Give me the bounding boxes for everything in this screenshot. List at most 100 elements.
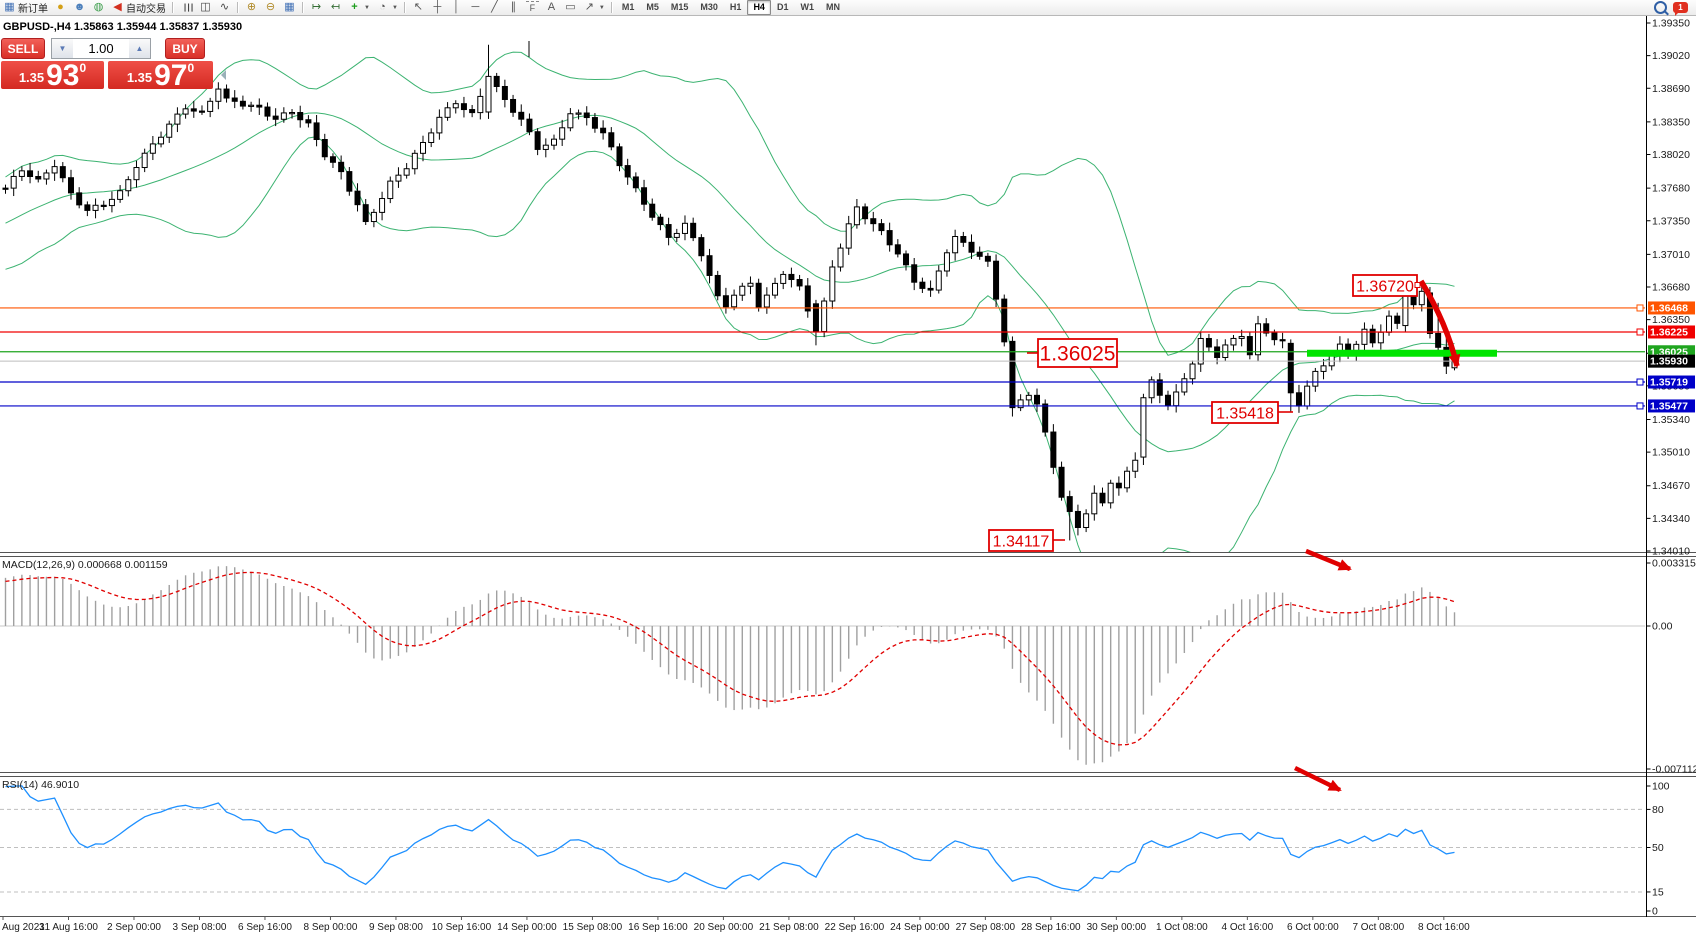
macd-down-arrow[interactable] bbox=[1305, 548, 1352, 572]
crosshair-icon: ┼ bbox=[433, 1, 442, 13]
candle-body-bull bbox=[575, 112, 582, 115]
price-badges: 1.364681.362251.360251.357191.354771.359… bbox=[1648, 301, 1695, 413]
zoom-in-button[interactable]: ⊕ bbox=[242, 1, 261, 14]
bar-chart-button[interactable]: ☰ bbox=[177, 1, 196, 14]
candle-body-bear bbox=[198, 110, 205, 113]
time-tick-label: 2 Sep 00:00 bbox=[107, 922, 161, 933]
annotation-box[interactable] bbox=[1037, 338, 1118, 368]
time-tick-label: 6 Oct 00:00 bbox=[1287, 922, 1339, 933]
auto-trading-button-label: 自动交易 bbox=[126, 4, 166, 15]
candle bbox=[1230, 334, 1237, 351]
line-chart-button[interactable]: ∿ bbox=[215, 1, 234, 14]
rsi-tick-label: 100 bbox=[1652, 781, 1670, 793]
auto-trading-button[interactable]: ◀ 自动交易 bbox=[108, 1, 169, 15]
crosshair-button[interactable]: ┼ bbox=[428, 1, 447, 14]
annotation-handle[interactable] bbox=[1414, 282, 1421, 288]
candle bbox=[886, 222, 893, 252]
price-annotation[interactable]: 1.36025 bbox=[1027, 338, 1118, 368]
trendline-button[interactable]: ╱ bbox=[485, 1, 504, 14]
buy-button[interactable]: BUY bbox=[165, 38, 205, 59]
timeframe-d1[interactable]: D1 bbox=[776, 2, 789, 12]
price-down-arrow[interactable] bbox=[1418, 279, 1461, 368]
candle bbox=[927, 280, 934, 297]
notifications-icon[interactable]: 1 bbox=[1673, 2, 1688, 16]
candle-body-bull bbox=[117, 190, 124, 200]
candle bbox=[1001, 294, 1008, 347]
timeframe-w1[interactable]: W1 bbox=[800, 2, 814, 12]
hline-handle[interactable] bbox=[1636, 378, 1644, 386]
candle-body-bear bbox=[804, 285, 811, 312]
timeframe-m5[interactable]: M5 bbox=[646, 2, 659, 12]
candle bbox=[960, 231, 967, 247]
candle-body-bull bbox=[141, 152, 148, 169]
deposit-icon[interactable]: ● bbox=[51, 1, 70, 14]
new-order-button[interactable]: ▦ 新订单 bbox=[0, 1, 51, 15]
timeframe-mn[interactable]: MN bbox=[825, 2, 840, 12]
community-icon[interactable]: ◍ bbox=[89, 1, 108, 14]
timeframe-m15[interactable]: M15 bbox=[670, 2, 689, 12]
vertical-line-button[interactable]: │ bbox=[447, 1, 466, 14]
candle-body-bear bbox=[1287, 342, 1294, 394]
chart-shift-button[interactable]: ↤ bbox=[326, 1, 345, 14]
arrows-button[interactable]: ↗ ▼ bbox=[580, 1, 608, 14]
horizontal-line-button[interactable]: ─ bbox=[466, 1, 485, 14]
timeframe-h4[interactable]: H4 bbox=[747, 0, 771, 15]
hline-handle[interactable] bbox=[1636, 402, 1644, 410]
candle-body-bull bbox=[403, 168, 410, 176]
candle-body-bear bbox=[1279, 339, 1286, 342]
volume-increase-button[interactable]: ▲ bbox=[129, 39, 150, 58]
zoom-out-button[interactable]: ⊖ bbox=[261, 1, 280, 14]
candle-body-bear bbox=[346, 171, 353, 192]
volume-input[interactable] bbox=[73, 39, 129, 58]
candle bbox=[149, 136, 156, 161]
sell-price-display[interactable]: 1.35 93 0 bbox=[1, 61, 104, 91]
search-icon[interactable] bbox=[1654, 1, 1667, 14]
main-chart-pane[interactable] bbox=[2, 44, 1458, 604]
candle bbox=[993, 254, 1000, 308]
text-button[interactable]: A bbox=[542, 1, 561, 14]
price-annotation[interactable]: 1.34117 bbox=[988, 529, 1065, 552]
support-zone-segment[interactable] bbox=[1307, 349, 1497, 357]
panel-collapse-tab[interactable] bbox=[216, 70, 226, 80]
sell-button[interactable]: SELL bbox=[1, 38, 45, 59]
candle bbox=[379, 191, 386, 221]
candle-body-bull bbox=[837, 247, 844, 268]
annotation-box[interactable] bbox=[988, 529, 1054, 552]
sell-price-prefix: 1.35 bbox=[18, 70, 45, 85]
equidistant-channel-button[interactable]: ∥ bbox=[504, 1, 523, 14]
price-annotation[interactable]: 1.35418 bbox=[1211, 401, 1293, 424]
buy-price-display[interactable]: 1.35 97 0 bbox=[108, 61, 213, 91]
account-icon[interactable]: ☻ bbox=[70, 1, 89, 14]
volume-decrease-button[interactable]: ▼ bbox=[52, 39, 73, 58]
candle bbox=[575, 109, 582, 120]
auto-scroll-button[interactable]: ↦ bbox=[307, 1, 326, 14]
candlestick-chart-button[interactable]: ◫ bbox=[196, 1, 215, 14]
price-annotation[interactable]: 1.36720 bbox=[1352, 274, 1421, 297]
candle-body-bear bbox=[976, 251, 983, 257]
annotation-box[interactable] bbox=[1211, 401, 1279, 424]
candle bbox=[911, 258, 918, 291]
person-icon: ☻ bbox=[73, 1, 86, 13]
candle bbox=[976, 246, 983, 260]
hline-handle[interactable] bbox=[1636, 304, 1644, 312]
macd-pane[interactable] bbox=[0, 566, 1645, 765]
timeframe-h1[interactable]: H1 bbox=[729, 2, 742, 12]
candle-body-bull bbox=[559, 127, 566, 140]
rsi-down-arrow[interactable] bbox=[1294, 765, 1342, 793]
add-indicator-button[interactable]: + ▼ bbox=[345, 1, 373, 14]
cursor-button[interactable]: ↖ bbox=[409, 1, 428, 14]
label-button[interactable]: ▭ bbox=[561, 1, 580, 14]
time-tick-label: 8 Sep 00:00 bbox=[303, 922, 357, 933]
candle-body-bear bbox=[1156, 379, 1163, 396]
tile-windows-button[interactable]: ▦ bbox=[280, 1, 299, 14]
rsi-tick-label: 0 bbox=[1652, 906, 1658, 918]
hline-handle[interactable] bbox=[1636, 328, 1644, 336]
candle bbox=[280, 107, 287, 123]
period-button[interactable]: ◔ ▼ bbox=[373, 1, 401, 14]
fibonacci-button[interactable]: F bbox=[523, 0, 542, 14]
timeframe-m1[interactable]: M1 bbox=[621, 2, 635, 12]
candle bbox=[673, 228, 680, 242]
timeframe-m30[interactable]: M30 bbox=[700, 2, 718, 12]
rsi-pane[interactable] bbox=[0, 785, 1645, 893]
